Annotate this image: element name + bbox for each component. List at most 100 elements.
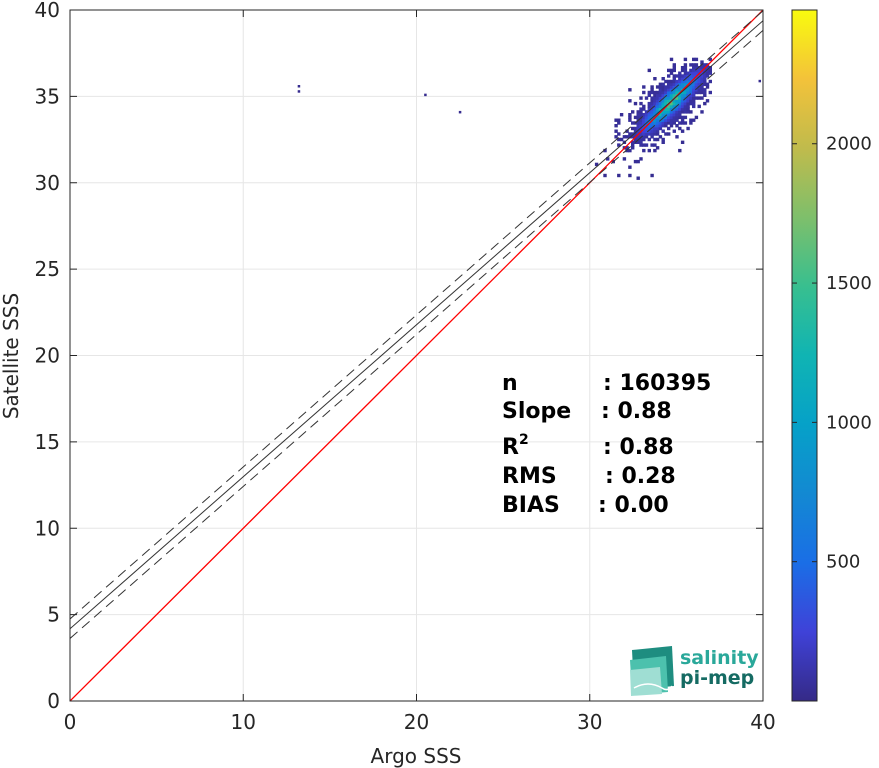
y-tick-label: 30 [35, 171, 60, 195]
density-cell [675, 135, 679, 139]
density-cell [680, 115, 685, 120]
density-cell [639, 121, 643, 125]
density-cell [672, 129, 676, 133]
density-cell [653, 110, 657, 114]
density-cell [628, 99, 632, 103]
density-cell [639, 118, 643, 122]
density-cell [667, 110, 671, 114]
density-cell [692, 68, 696, 73]
density-cell [658, 82, 663, 86]
density-cell [661, 113, 665, 117]
density-cell [644, 115, 649, 120]
density-cell [617, 143, 621, 147]
density-cell [664, 110, 668, 114]
density-cell [655, 107, 660, 111]
colorbar [791, 9, 818, 702]
density-cell [647, 101, 651, 106]
density-cell [678, 126, 682, 131]
density-cell [692, 63, 696, 67]
density-cell [658, 96, 663, 100]
density-cell [669, 101, 674, 106]
density-cell [664, 96, 668, 100]
y-tick-labels: 0 5 10 15 20 25 30 35 40 [35, 0, 60, 713]
density-cell [675, 110, 679, 114]
density-cell [636, 140, 640, 144]
density-cell [661, 110, 665, 114]
density-cell [647, 113, 651, 117]
density-cell [647, 124, 651, 128]
density-cell [689, 96, 693, 100]
density-cell [697, 90, 701, 95]
density-cell [689, 121, 693, 125]
density-cell [647, 90, 651, 95]
density-cell [631, 135, 635, 139]
density-cell [628, 165, 632, 169]
density-cell [628, 118, 632, 122]
density-cell [650, 99, 654, 103]
density-cell [686, 88, 690, 92]
density-cell [675, 124, 679, 128]
density-cell [647, 148, 651, 153]
density-cell [669, 79, 674, 84]
density-cell [636, 126, 640, 131]
density-cell [655, 101, 660, 106]
density-heatmap [297, 57, 762, 180]
density-cell [705, 82, 710, 86]
density-cell [642, 121, 646, 125]
reference-lines [70, 10, 763, 701]
density-cell [689, 99, 693, 103]
density-cell [680, 110, 685, 114]
density-cell [678, 101, 682, 106]
density-cell [633, 159, 638, 164]
density-cell [678, 85, 682, 89]
density-cell [697, 88, 701, 92]
density-cell [667, 115, 671, 120]
density-cell [636, 110, 640, 114]
density-cell [625, 148, 629, 153]
density-cell [680, 101, 685, 106]
density-cell [683, 57, 688, 62]
outlier-point [458, 110, 462, 114]
density-cell [664, 121, 668, 125]
density-cell [700, 90, 704, 95]
density-cell [653, 132, 657, 136]
density-cell [678, 148, 682, 153]
density-cell [669, 88, 674, 92]
density-cell [631, 146, 635, 150]
density-cell [680, 96, 685, 100]
density-cell [661, 90, 665, 95]
stat-n-value: : 160395 [603, 371, 711, 396]
density-cell [675, 82, 679, 86]
density-cell [705, 66, 710, 70]
salinity-pimep-logo: salinity pi-mep [630, 646, 759, 696]
density-cell [705, 71, 710, 75]
colorbar-ticks: 500 1000 1500 2000 [792, 134, 872, 573]
density-cell [697, 104, 701, 109]
y-tick-label: 5 [47, 603, 60, 627]
density-cell [675, 99, 679, 103]
density-cell [650, 88, 654, 92]
outlier-point [424, 93, 427, 97]
density-cell [636, 113, 640, 117]
density-cell [653, 137, 657, 142]
density-cell [683, 68, 688, 73]
density-cell [669, 68, 674, 73]
density-cell [653, 90, 657, 95]
density-cell [669, 104, 674, 109]
density-cell [639, 101, 643, 106]
density-cell [644, 110, 649, 114]
density-cell [655, 110, 660, 114]
density-cell [667, 85, 671, 89]
outlier-point [758, 79, 762, 83]
density-cell [672, 85, 676, 89]
density-cell [653, 126, 657, 131]
density-cell [678, 96, 682, 100]
density-cell [708, 79, 712, 84]
density-cell [653, 113, 657, 117]
density-cell [661, 82, 665, 86]
density-cell [628, 115, 632, 120]
density-cell [680, 79, 685, 84]
density-cell [678, 82, 682, 86]
density-cell [647, 93, 651, 97]
density-cell [661, 85, 665, 89]
